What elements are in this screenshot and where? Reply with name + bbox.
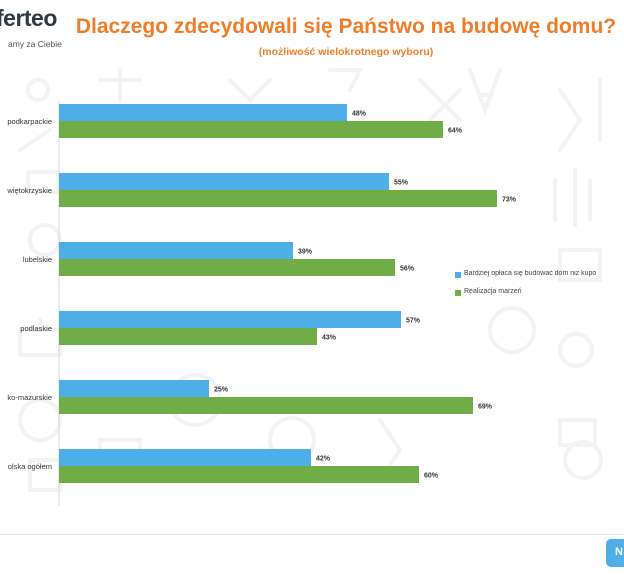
data-label-series-2: 56% xyxy=(400,266,415,273)
data-label-series-2: 64% xyxy=(448,128,463,135)
data-label-series-2: 73% xyxy=(502,197,517,204)
chart-subtitle: (możliwość wielokrotnego wyboru) xyxy=(258,46,434,58)
data-label-series-2: 69% xyxy=(478,404,493,411)
bar-series-1 xyxy=(59,449,311,466)
category-label: ko-mazurskie xyxy=(7,393,52,402)
bar-series-1 xyxy=(59,380,209,397)
bar-series-1 xyxy=(59,311,401,328)
legend-label-series-1: Bardziej opłaca się budować dom niż kupo xyxy=(464,270,597,277)
brand-logo: ferteo amy za Ciebie xyxy=(0,5,70,50)
logo-name: ferteo xyxy=(0,5,57,31)
bar-series-2 xyxy=(59,190,497,207)
data-label-series-1: 48% xyxy=(352,111,367,118)
bar-series-2 xyxy=(59,397,473,414)
data-label-series-1: 25% xyxy=(214,387,229,394)
chart-legend: Bardziej opłaca się budować dom niż kupo… xyxy=(455,270,624,300)
bar-series-2 xyxy=(59,259,395,276)
bar-series-1 xyxy=(59,173,389,190)
category-label: olska ogółem xyxy=(8,462,52,471)
logo-tagline: amy za Ciebie xyxy=(8,39,62,49)
legend-swatch-series-2 xyxy=(455,290,461,296)
chart-title: Dlaczego zdecydowali się Państwo na budo… xyxy=(75,15,617,38)
bar-series-1 xyxy=(59,242,293,259)
data-label-series-1: 42% xyxy=(316,456,331,463)
bar-series-2 xyxy=(59,328,317,345)
category-label: lubelskie xyxy=(23,255,52,264)
page-badge-label: N xyxy=(615,546,623,558)
category-label: podlaskie xyxy=(20,324,52,333)
data-label-series-1: 39% xyxy=(298,249,313,256)
bar-series-2 xyxy=(59,466,419,483)
category-label: podkarpackie xyxy=(7,117,52,126)
category-label: więtokrzyskie xyxy=(6,186,52,195)
bar-series-2 xyxy=(59,121,443,138)
data-label-series-2: 43% xyxy=(322,335,337,342)
page-badge: N xyxy=(606,539,624,567)
data-label-series-1: 57% xyxy=(406,318,421,325)
bar-series-1 xyxy=(59,104,347,121)
legend-label-series-2: Realizacja marzeń xyxy=(464,288,522,295)
legend-swatch-series-1 xyxy=(455,272,461,278)
footer-divider xyxy=(0,534,624,535)
data-label-series-1: 55% xyxy=(394,180,409,187)
data-label-series-2: 60% xyxy=(424,473,439,480)
